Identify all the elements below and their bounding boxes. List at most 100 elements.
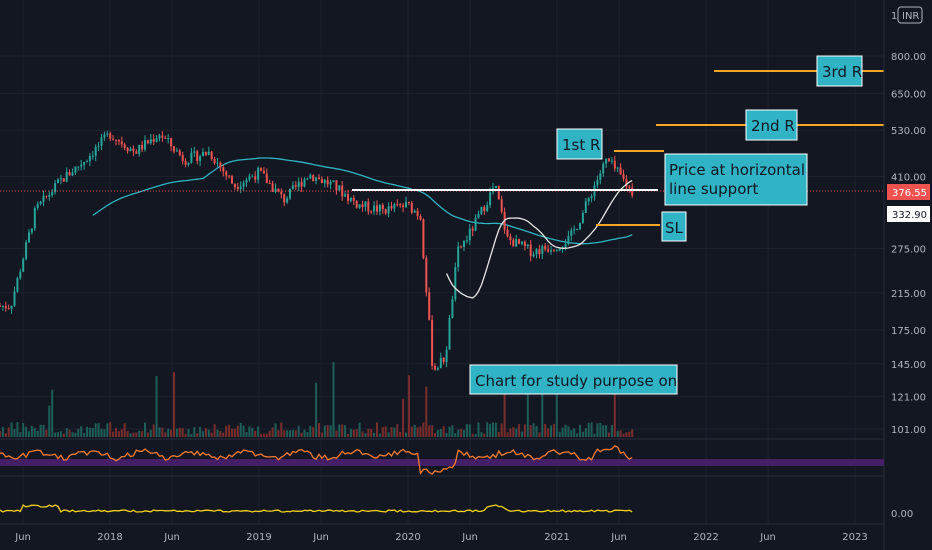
- candle: [88, 153, 91, 167]
- volume-bar: [373, 432, 376, 437]
- candle: [419, 214, 422, 221]
- volume-bar: [155, 376, 158, 437]
- annotation-first-r[interactable]: 1st R: [556, 128, 603, 160]
- volume-bar: [535, 426, 538, 437]
- candle: [242, 180, 245, 192]
- volume-bar: [222, 432, 225, 437]
- annotation-second-r[interactable]: 2nd R: [745, 109, 798, 141]
- volume-bar: [312, 426, 315, 437]
- candle: [396, 199, 399, 207]
- candle: [320, 176, 323, 184]
- candle: [329, 179, 332, 190]
- volume-bar: [474, 433, 477, 437]
- candle: [178, 148, 181, 157]
- volume-bar: [57, 432, 59, 437]
- volume-bar: [355, 429, 358, 437]
- candle: [584, 197, 587, 214]
- candle: [62, 178, 65, 183]
- volume-bar: [45, 429, 48, 437]
- annotation-support[interactable]: Price at horizontal line support: [664, 153, 808, 206]
- volume-bar: [413, 424, 416, 437]
- volume-bar: [251, 427, 254, 437]
- volume-bar: [303, 429, 306, 437]
- volume-bar: [271, 427, 274, 437]
- volume-bar: [489, 423, 492, 437]
- volume-bar: [329, 425, 332, 437]
- candle: [216, 157, 219, 168]
- volume-bar: [39, 424, 42, 437]
- volume-bar: [233, 428, 236, 437]
- volume-bar: [297, 425, 300, 437]
- candle: [468, 224, 471, 246]
- candle: [155, 135, 158, 143]
- volume-bar: [0, 431, 1, 437]
- annotation-third-r[interactable]: 3rd R: [816, 55, 863, 87]
- candle: [283, 193, 286, 207]
- candle: [65, 167, 68, 183]
- volume-bar: [170, 429, 173, 437]
- candle: [4, 301, 7, 312]
- volume-bar: [405, 432, 407, 437]
- volume-bar: [260, 433, 262, 437]
- candle: [254, 171, 257, 184]
- volume-bar: [506, 432, 509, 437]
- volume-bar: [547, 428, 550, 437]
- volume-bar: [399, 431, 402, 437]
- candle: [465, 235, 468, 244]
- candle: [521, 240, 523, 246]
- candle: [573, 225, 576, 235]
- volume-bar: [480, 432, 483, 437]
- candle: [274, 183, 277, 194]
- volume-bar: [619, 430, 622, 437]
- candle: [149, 134, 152, 145]
- candle: [28, 228, 30, 244]
- candle: [0, 302, 1, 307]
- candlestick-series[interactable]: [0, 130, 634, 371]
- volume-bar: [158, 427, 161, 437]
- volume-bar: [381, 427, 384, 437]
- volume-bar: [306, 431, 309, 437]
- candle: [222, 164, 225, 177]
- volume-bar: [74, 432, 77, 437]
- volume-bar: [320, 432, 323, 437]
- candle: [547, 244, 550, 253]
- volume-bar: [280, 422, 283, 437]
- volume-bar: [613, 372, 616, 437]
- volume-bar: [193, 427, 196, 437]
- candle: [315, 177, 318, 185]
- volume-bar: [103, 429, 106, 437]
- candle: [628, 184, 631, 193]
- volume-bar: [396, 424, 399, 437]
- volume-bar: [608, 432, 610, 437]
- volume-bar: [16, 422, 19, 437]
- volume-bar: [242, 425, 245, 437]
- last-price-tag: 376.55: [887, 184, 930, 200]
- time-axis[interactable]: Jun 2018 Jun 2019 Jun 2020 Jun 2021 Jun 2022 Jun 20…: [14, 532, 867, 543]
- annotation-sl[interactable]: SL: [661, 211, 687, 242]
- candle: [225, 170, 228, 180]
- candle: [132, 145, 135, 157]
- candle: [428, 287, 431, 321]
- candle: [555, 248, 558, 252]
- candle: [10, 305, 13, 314]
- candle: [486, 201, 489, 213]
- candle: [616, 166, 619, 173]
- time-tick-label: 2020: [395, 532, 420, 543]
- annotation-disclaimer[interactable]: Chart for study purpose only: [469, 364, 690, 395]
- candle: [39, 200, 42, 206]
- candle: [141, 140, 144, 153]
- volume-bar: [378, 433, 381, 437]
- volume-bar: [521, 431, 523, 437]
- candle: [175, 147, 178, 152]
- volume-bar: [33, 428, 36, 437]
- candle: [506, 225, 509, 238]
- currency-badge[interactable]: INR: [897, 6, 923, 24]
- price-axis[interactable]: 800.00 650.00 530.00 410.00 275.00 215.00 175.…: [891, 52, 926, 436]
- volume-bar: [123, 423, 126, 437]
- candle: [297, 177, 300, 192]
- candle: [51, 188, 54, 198]
- candle: [291, 181, 294, 190]
- candle: [100, 133, 103, 151]
- candle: [103, 131, 106, 141]
